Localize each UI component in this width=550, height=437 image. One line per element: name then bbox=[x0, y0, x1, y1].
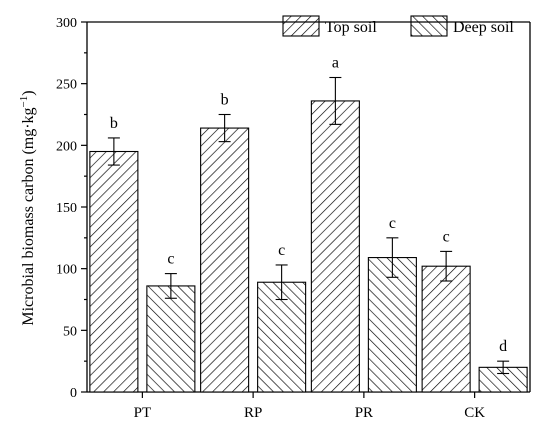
x-tick-label-pt: PT bbox=[134, 405, 152, 421]
y-axis-title: Microbial biomass carbon (mg·kg−1) bbox=[18, 90, 37, 325]
significance-letter-deep-soil-pt: c bbox=[167, 251, 174, 268]
significance-letter-top-soil-ck: c bbox=[443, 228, 450, 245]
bar-top-soil-pt bbox=[89, 150, 139, 393]
significance-letter-deep-soil-pr: c bbox=[389, 215, 396, 232]
bar-top-soil-rp bbox=[200, 127, 250, 393]
bar-deep-soil-ck bbox=[478, 366, 528, 393]
legend-swatch-top-soil bbox=[282, 15, 320, 37]
bar-top-soil-pr bbox=[310, 100, 360, 393]
y-axis-title-close: ) bbox=[20, 90, 37, 95]
y-tick-label: 250 bbox=[56, 78, 77, 93]
y-axis-title-main: Microbial biomass carbon (mg·kg bbox=[20, 107, 37, 325]
y-tick-label: 200 bbox=[56, 139, 77, 154]
y-tick-label: 100 bbox=[56, 263, 77, 278]
bar-deep-soil-pt bbox=[146, 285, 196, 393]
significance-letter-deep-soil-ck: d bbox=[499, 338, 507, 355]
y-tick-label: 150 bbox=[56, 201, 77, 216]
legend-label-top-soil: Top soil bbox=[325, 19, 377, 36]
significance-letter-deep-soil-rp: c bbox=[278, 242, 285, 259]
y-tick-label: 0 bbox=[70, 386, 77, 401]
y-tick-label: 50 bbox=[63, 324, 77, 339]
x-tick-label-ck: CK bbox=[464, 405, 485, 421]
y-axis-title-superscript: −1 bbox=[18, 96, 30, 108]
significance-letter-top-soil-pr: a bbox=[332, 55, 339, 72]
bar-deep-soil-pr bbox=[367, 257, 417, 393]
y-tick-label: 300 bbox=[56, 16, 77, 31]
significance-letter-top-soil-pt: b bbox=[110, 115, 118, 132]
x-tick-label-pr: PR bbox=[355, 405, 373, 421]
legend: Top soil Deep soil bbox=[282, 15, 514, 37]
bar-deep-soil-rp bbox=[257, 281, 307, 393]
significance-letter-top-soil-rp: b bbox=[221, 92, 229, 109]
bar-top-soil-ck bbox=[421, 265, 471, 393]
plot-area: 0 50 100 150 200 250 300 PT b c RP b c PR a c CK c d bbox=[56, 16, 531, 421]
legend-swatch-deep-soil bbox=[410, 15, 448, 37]
x-tick-label-rp: RP bbox=[244, 405, 262, 421]
legend-label-deep-soil: Deep soil bbox=[453, 19, 514, 36]
svg-text:Microbial biomass carbon (mg·k: Microbial biomass carbon (mg·kg−1) bbox=[18, 90, 37, 325]
